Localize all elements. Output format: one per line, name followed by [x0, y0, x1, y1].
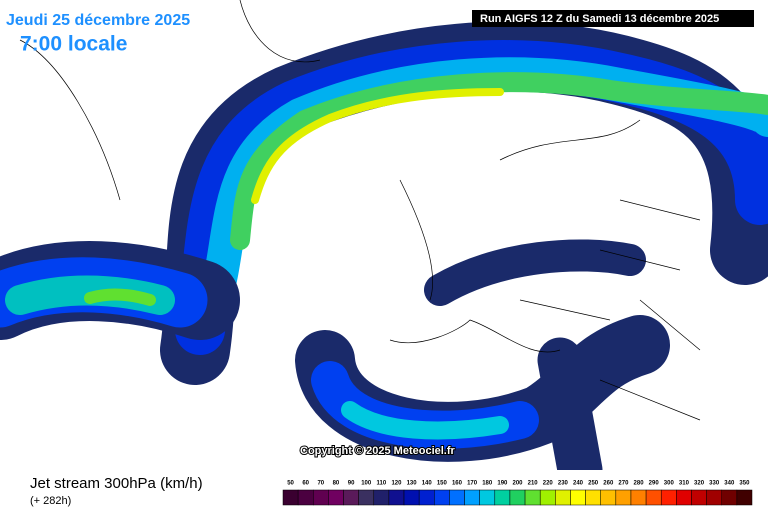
- legend-label: 270: [618, 481, 629, 487]
- legend-label: 310: [679, 481, 690, 487]
- legend-label: 100: [361, 481, 372, 487]
- legend-swatch: [570, 489, 586, 506]
- legend-label: 90: [348, 481, 355, 487]
- legend-label: 80: [333, 481, 340, 487]
- jet-band: [424, 239, 646, 306]
- legend-swatch: [328, 489, 344, 506]
- legend-swatch: [297, 489, 314, 506]
- legend-swatch: [418, 489, 435, 506]
- coastline: [19, 0, 701, 421]
- jet-band: [341, 401, 509, 440]
- legend-label: 190: [497, 481, 508, 487]
- legend-label: 170: [467, 481, 478, 487]
- legend-swatch: [706, 489, 722, 506]
- legend-label: 210: [528, 481, 539, 487]
- legend-swatch: [464, 489, 480, 506]
- legend-swatch: [388, 489, 405, 506]
- legend-swatch: [630, 489, 647, 506]
- legend-swatch: [676, 489, 692, 506]
- legend-swatch: [403, 489, 420, 506]
- legend-swatch: [615, 489, 632, 506]
- legend-label: 290: [649, 481, 660, 487]
- legend-swatch: [736, 489, 753, 506]
- legend-label: 280: [634, 481, 645, 487]
- legend-swatch: [494, 489, 511, 506]
- legend-swatch: [524, 489, 541, 506]
- legend-label: 330: [709, 481, 720, 487]
- legend-swatch: [555, 489, 571, 506]
- coastlines: [19, 0, 701, 421]
- footer-title: Jet stream 300hPa (km/h): [30, 475, 203, 492]
- legend-swatch: [358, 489, 375, 506]
- legend-label: 320: [694, 481, 705, 487]
- legend-label: 70: [317, 481, 324, 487]
- legend-label: 260: [603, 481, 614, 487]
- date-label: Jeudi 25 décembre 2025: [6, 12, 190, 29]
- legend-label: 350: [739, 481, 750, 487]
- jet-band: [537, 337, 603, 493]
- legend-swatch: [282, 489, 299, 506]
- run-box: [472, 10, 754, 27]
- legend-swatch: [539, 489, 556, 506]
- jet-band: [230, 72, 768, 250]
- legend-swatch: [721, 489, 738, 506]
- legend-swatch: [313, 489, 329, 506]
- legend-label: 240: [573, 481, 584, 487]
- legend-label: 130: [407, 481, 418, 487]
- legend-swatch: [585, 489, 601, 506]
- legend-label: 340: [724, 481, 735, 487]
- legend-swatch: [509, 489, 526, 506]
- legend-swatch: [449, 489, 465, 506]
- legend-label: 200: [512, 481, 523, 487]
- legend-swatch: [373, 489, 390, 506]
- run-label: Run AIGFS 12 Z du Samedi 13 décembre 202…: [480, 13, 719, 25]
- legend-label: 180: [482, 481, 493, 487]
- legend-label: 110: [376, 481, 386, 487]
- legend-swatch: [343, 489, 359, 506]
- legend-label: 230: [558, 481, 569, 487]
- jet-core: [84, 288, 156, 306]
- legend-label: 150: [437, 481, 448, 487]
- legend-label: 220: [543, 481, 554, 487]
- jet-stream: [0, 21, 768, 493]
- legend-label: 60: [302, 481, 309, 487]
- lead-time: (+ 282h): [30, 495, 71, 507]
- color-legend: 50 60 70 80 90 100 110 120 130 140 150 160 170 180 190…: [282, 481, 753, 506]
- legend-label: 140: [422, 481, 433, 487]
- legend-label: 250: [588, 481, 599, 487]
- legend-swatch: [645, 489, 662, 506]
- legend-swatch: [660, 489, 677, 506]
- copyright: Copyright © 2025 Meteociel.fr: [300, 445, 456, 457]
- legend-swatch: [479, 489, 496, 506]
- time-label: 7:00 locale: [20, 33, 127, 56]
- legend-swatch: [434, 489, 450, 506]
- legend-swatch: [691, 489, 707, 506]
- jet-core: [251, 88, 504, 204]
- legend-label: 50: [287, 481, 294, 487]
- legend-swatch: [600, 489, 617, 506]
- legend-label: 300: [664, 481, 675, 487]
- legend-label: 120: [391, 481, 402, 487]
- legend-label: 160: [452, 481, 463, 487]
